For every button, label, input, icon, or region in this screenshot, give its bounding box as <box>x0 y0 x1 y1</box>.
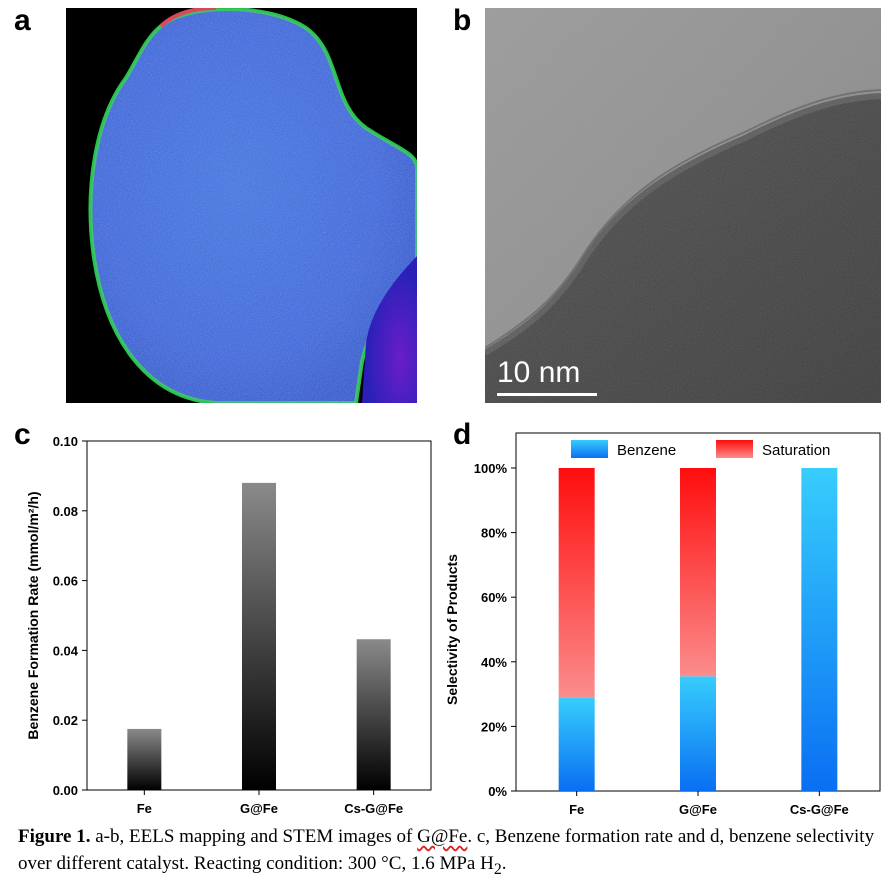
benzene-rate-chart: 0.00 0.02 0.04 0.06 0.08 0.10 Fe G@Fe Cs-G@Fe Ben… <box>25 434 432 816</box>
selectivity-chart: 0% 20% 40% 60% 80% 100% Fe G@Fe Cs-G@Fe Benzene Sa… <box>444 432 881 817</box>
panel-label-d: d <box>453 418 472 451</box>
x-tick-label: Fe <box>137 801 152 816</box>
x-tick-label: Fe <box>569 802 584 817</box>
y-axis-label: Selectivity of Products <box>444 554 460 705</box>
bar-Fe <box>127 728 162 790</box>
eels-map-image <box>66 8 417 403</box>
y-tick-label: 0.10 <box>53 434 78 449</box>
panel-label-c: c <box>14 418 31 451</box>
scale-bar <box>497 393 597 396</box>
y-tick-label: 0.04 <box>53 643 79 658</box>
legend-swatch-benzene <box>571 440 608 458</box>
tem-image: 10 nm <box>485 8 881 403</box>
legend-swatch-saturation <box>716 440 753 458</box>
legend-label-saturation: Saturation <box>762 442 830 459</box>
y-tick-label: 40% <box>481 655 507 670</box>
y-tick-label: 100% <box>474 461 508 476</box>
x-tick-label: Cs-G@Fe <box>344 801 403 816</box>
caption-text-3: . <box>501 853 507 874</box>
x-tick-label: G@Fe <box>679 802 717 817</box>
caption-subscript: 2 <box>493 860 502 878</box>
x-tick-label: Cs-G@Fe <box>790 802 849 817</box>
panel-label-b: b <box>453 4 472 37</box>
y-tick-label: 0.06 <box>53 574 78 589</box>
y-tick-label: 0.08 <box>53 504 78 519</box>
y-tick-label: 60% <box>481 590 507 605</box>
caption-text-1: a-b, EELS mapping and STEM images of <box>90 826 418 847</box>
caption-label: Figure 1. <box>18 826 91 847</box>
y-tick-label: 80% <box>481 526 507 541</box>
caption-text-2: . c, Benzene formation rate and d, benze… <box>18 826 875 874</box>
figure-caption: Figure 1. a-b, EELS mapping and STEM ima… <box>18 823 884 883</box>
bar-saturation-Fe <box>558 468 595 698</box>
legend-label-benzene: Benzene <box>617 442 676 459</box>
bar-G@Fe <box>242 482 276 790</box>
bar-Cs-G@Fe <box>356 639 391 790</box>
y-tick-label: 0.02 <box>53 713 78 728</box>
y-tick-label: 0% <box>488 784 507 799</box>
caption-text-wavy: G@Fe <box>417 826 468 847</box>
panel-label-a: a <box>14 4 31 37</box>
x-tick-label: G@Fe <box>240 801 278 816</box>
bar-saturation-G@Fe <box>680 468 716 677</box>
scale-bar-label: 10 nm <box>497 356 581 389</box>
bar-benzene-Fe <box>558 697 595 791</box>
y-tick-label: 0.00 <box>53 783 78 798</box>
bar-benzene-G@Fe <box>680 676 716 791</box>
y-tick-label: 20% <box>481 719 507 734</box>
y-axis-label: Benzene Formation Rate (mmol/m²/h) <box>25 491 41 739</box>
bar-benzene-Cs-G@Fe <box>801 468 838 791</box>
